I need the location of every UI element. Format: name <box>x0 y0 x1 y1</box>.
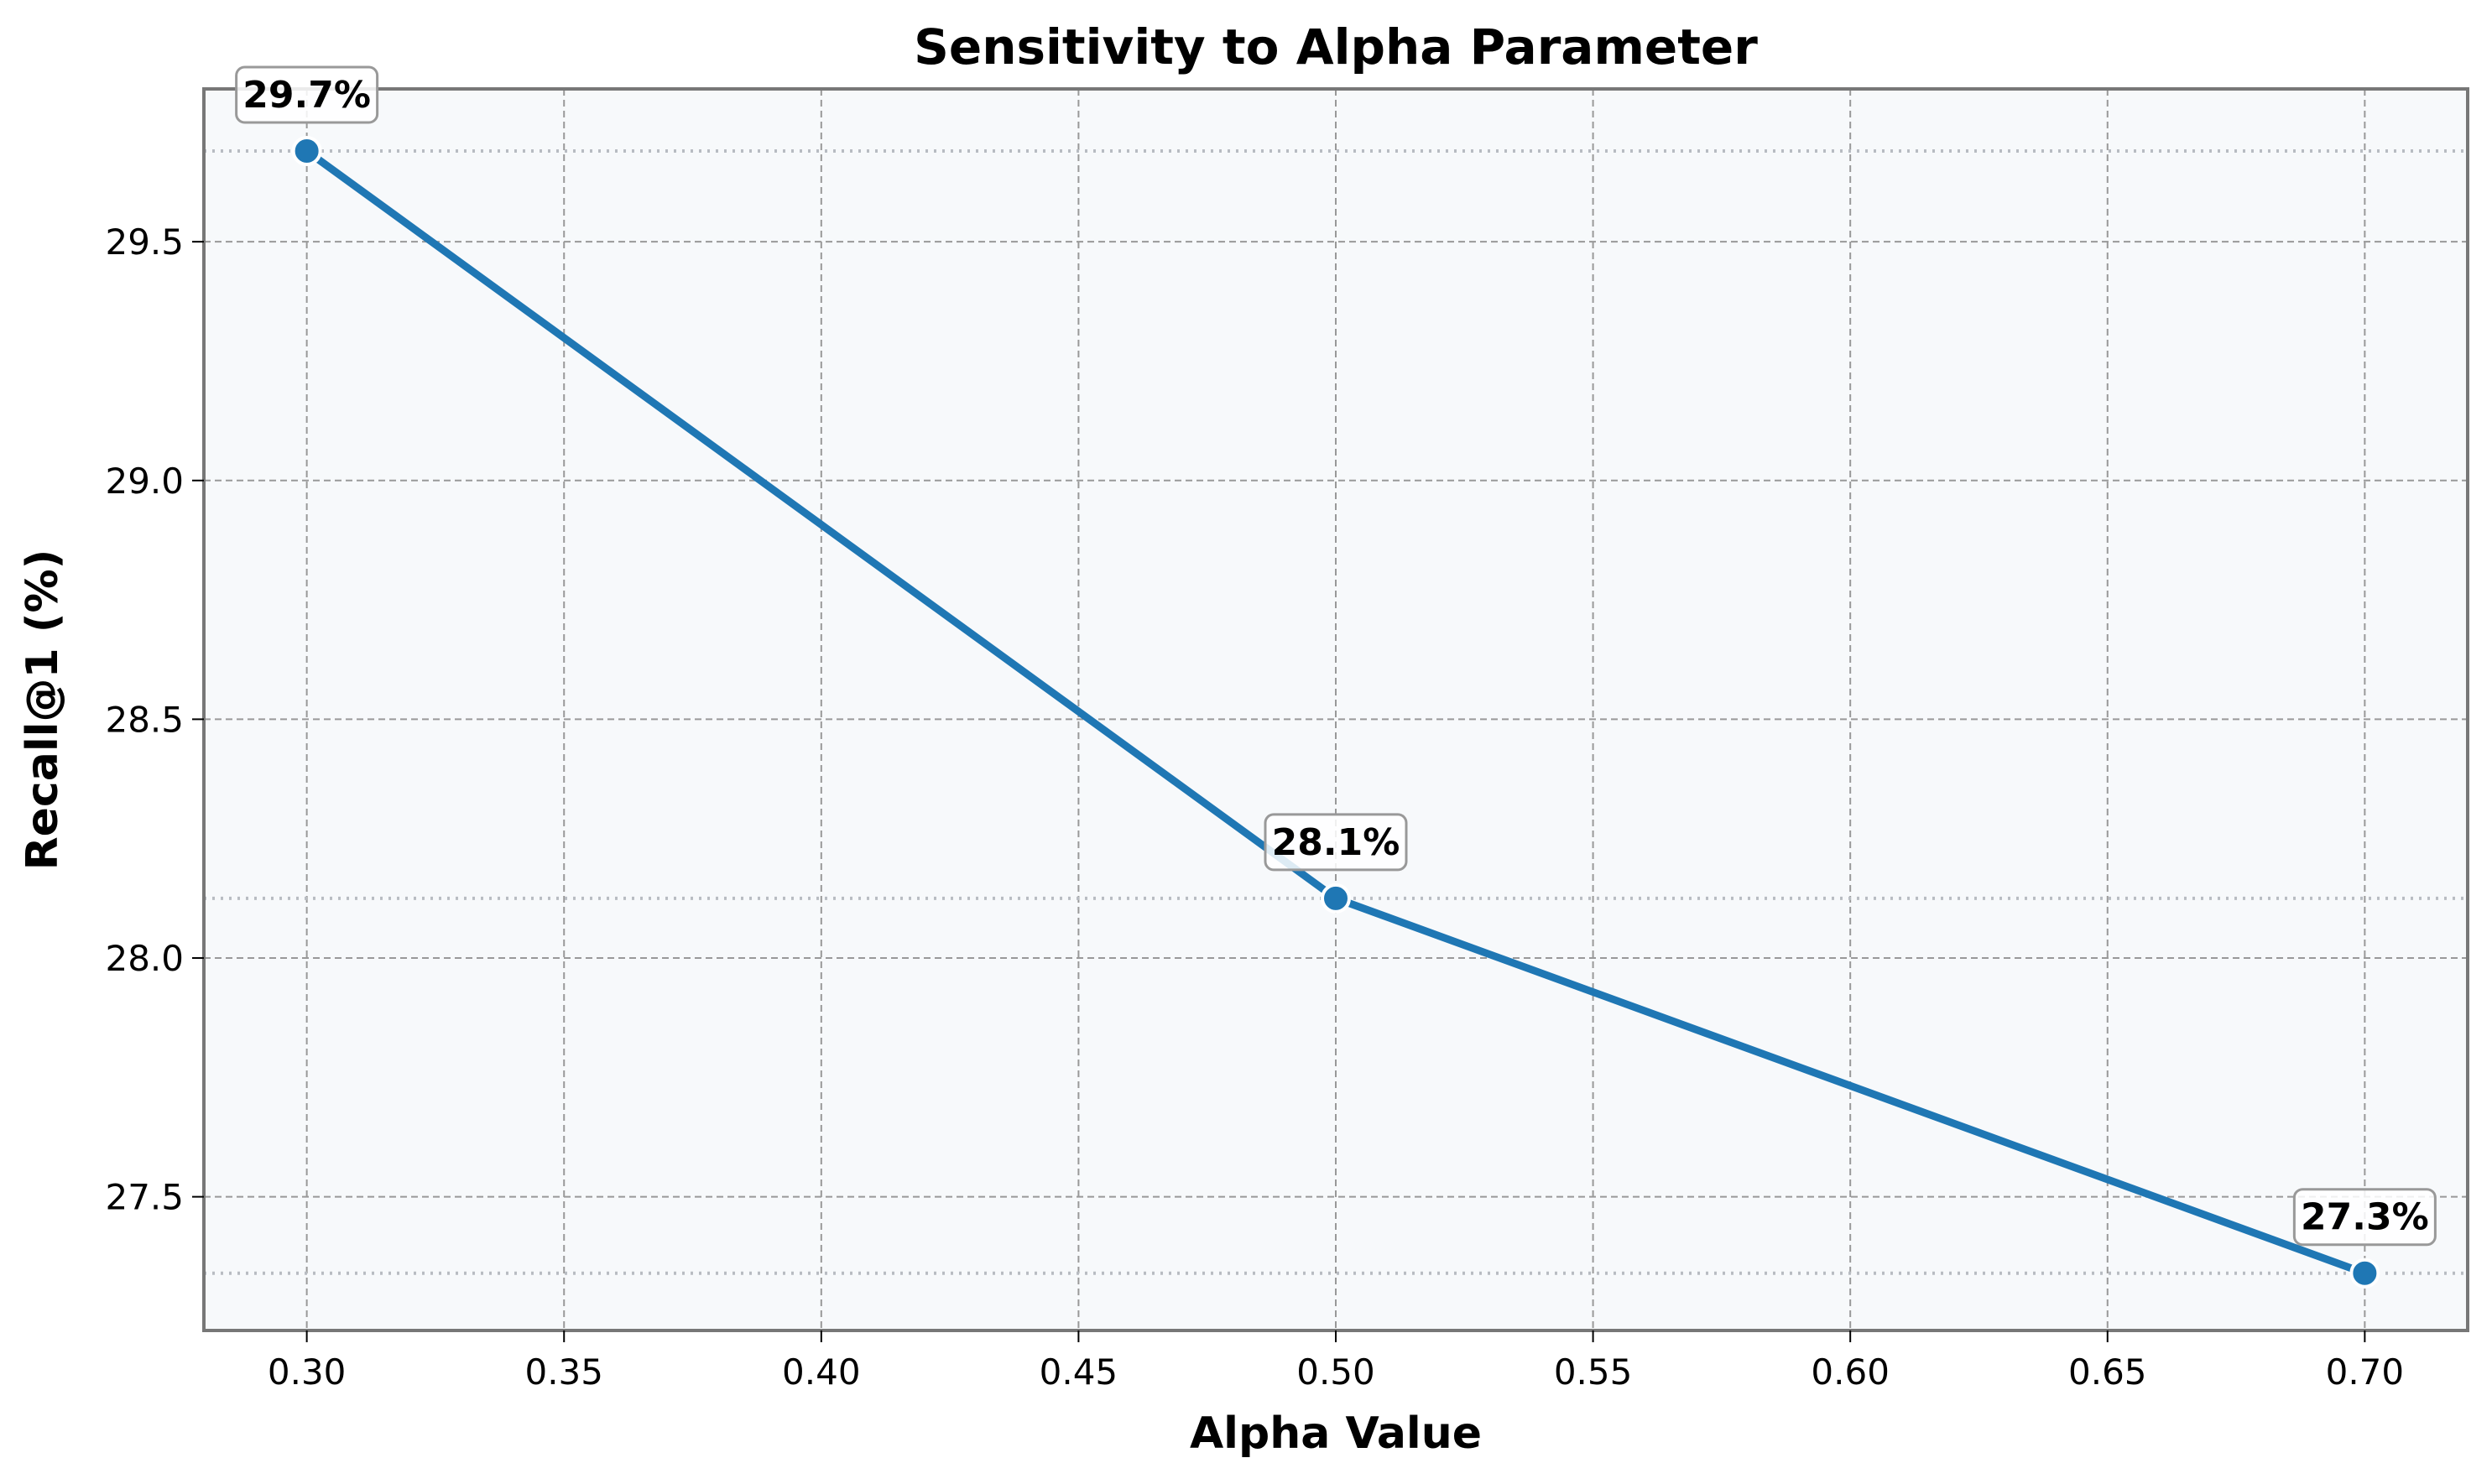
x-tick-label: 0.55 <box>1554 1351 1633 1393</box>
x-tick-label: 0.30 <box>268 1351 347 1393</box>
y-axis-label: Recall@1 (%) <box>18 549 68 871</box>
x-tick-label: 0.35 <box>524 1351 603 1393</box>
y-tick-label: 27.5 <box>105 1177 184 1218</box>
data-label-box <box>235 65 379 124</box>
data-label: 29.7% <box>242 74 371 117</box>
y-tick-label: 29.5 <box>105 221 184 263</box>
data-label-box <box>2292 1188 2437 1247</box>
x-tick-label: 0.70 <box>2326 1351 2405 1393</box>
x-tick-label: 0.60 <box>1811 1351 1890 1393</box>
chart-title: Sensitivity to Alpha Parameter <box>914 18 1758 76</box>
series-layer <box>291 136 2380 1289</box>
data-label-box <box>1264 813 1408 872</box>
y-tick-label: 28.5 <box>105 699 184 740</box>
x-axis: 0.30 0.35 0.40 0.45 0.50 0.55 0.60 0.65 0.70 <box>268 1330 2404 1393</box>
x-tick-label: 0.50 <box>1296 1351 1375 1393</box>
data-point <box>2349 1257 2380 1289</box>
x-tick-label: 0.45 <box>1040 1351 1118 1393</box>
x-tick-label: 0.40 <box>782 1351 861 1393</box>
data-point <box>291 136 322 166</box>
data-labels: 29.7% 28.1% 27.3% <box>235 65 2437 1247</box>
data-label: 27.3% <box>2301 1196 2429 1239</box>
x-tick-label: 0.65 <box>2068 1351 2147 1393</box>
data-point <box>1321 883 1351 914</box>
data-label: 28.1% <box>1272 821 1400 864</box>
y-tick-label: 29.0 <box>105 461 184 502</box>
x-axis-label: Alpha Value <box>1190 1408 1482 1459</box>
y-tick-label: 28.0 <box>105 938 184 979</box>
y-axis: 27.5 28.0 28.5 29.0 29.5 <box>105 221 204 1218</box>
grid-lines <box>204 89 2468 1330</box>
plot-area <box>204 89 2468 1330</box>
